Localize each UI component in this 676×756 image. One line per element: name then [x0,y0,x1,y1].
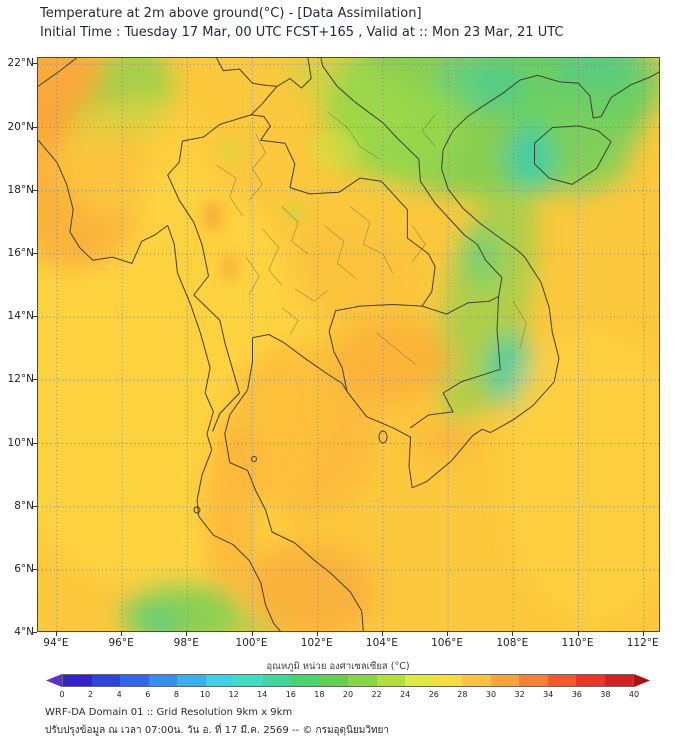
y-axis-label: 10°N [7,436,34,449]
colorbar-segment [148,675,177,686]
x-axis-tick [251,631,253,636]
colorbar-segment [604,675,633,686]
colorbar-segment [519,675,548,686]
y-axis-tick [32,379,37,381]
colorbar-tick-label: 18 [314,690,325,699]
colorbar-segment [348,675,377,686]
x-axis-label: 106°E [431,637,464,649]
y-axis-label: 6°N [14,562,34,575]
y-axis-tick [32,316,37,318]
x-axis-tick [381,631,383,636]
x-axis-tick [186,631,188,636]
colorbar-tick-label: 16 [285,690,296,699]
map-plot-area [37,57,660,632]
colorbar-tick-label: 6 [145,690,151,699]
colorbar-segment [177,675,206,686]
colorbar-tick-label: 8 [173,690,179,699]
coastlines-borders [38,58,659,631]
colorbar-left-arrow [46,674,62,687]
colorbar-segment [120,675,149,686]
colorbar-tick-label: 14 [257,690,268,699]
x-axis-tick [121,631,123,636]
colorbar-segment [262,675,291,686]
y-axis-tick [32,568,37,570]
footer-update-info: ปรับปรุงข้อมูล ณ เวลา 07:00น. วัน อ. ที่… [45,725,390,736]
x-axis-label: 96°E [108,637,134,649]
x-axis-label: 110°E [561,637,594,649]
y-axis-label: 14°N [7,310,34,323]
colorbar-tick-label: 28 [457,690,468,699]
x-axis-tick [316,631,318,636]
colorbar-segment [405,675,434,686]
colorbar-segment [319,675,348,686]
colorbar-segment [433,675,462,686]
colorbar-title: อุณหภูมิ หน่วย องศาเซลเซียส (°C) [266,661,410,672]
x-axis-label: 104°E [365,637,398,649]
colorbar-tick-label: 38 [600,690,611,699]
temperature-field-map [38,58,659,631]
x-axis-label: 94°E [43,637,69,649]
colorbar-segment [376,675,405,686]
page-subtitle: Initial Time : Tuesday 17 Mar, 00 UTC FC… [40,25,564,40]
colorbar-segment [234,675,263,686]
y-axis-tick [32,442,37,444]
x-axis-label: 102°E [300,637,333,649]
colorbar-tick-label: 40 [628,690,640,699]
colorbar-segment [291,675,320,686]
y-axis-label: 12°N [7,373,34,386]
y-axis-label: 22°N [7,57,34,70]
colorbar-tick-label: 12 [228,690,239,699]
colorbar-segment [576,675,605,686]
y-axis-label: 20°N [7,120,34,133]
colorbar-tick-label: 20 [342,690,354,699]
colorbar-segment [91,675,120,686]
colorbar-segment [490,675,519,686]
x-axis-tick [577,631,579,636]
colorbar-tick-label: 22 [371,690,382,699]
colorbar-tick-label: 24 [400,690,411,699]
y-axis-tick [32,632,37,634]
colorbar-tick-label: 26 [428,690,439,699]
temperature-detail-spots [202,131,361,280]
colorbar-tick-label: 0 [59,690,65,699]
y-axis-label: 8°N [14,499,34,512]
x-axis-label: 108°E [496,637,529,649]
x-axis-tick [642,631,644,636]
y-axis-tick [32,189,37,191]
colorbar-segment [547,675,576,686]
x-axis-tick [447,631,449,636]
colorbar [62,674,634,687]
admin-boundaries [216,111,527,365]
x-axis-label: 112°E [626,637,659,649]
colorbar-segment [462,675,491,686]
colorbar-tick-label: 4 [116,690,122,699]
colorbar-tick-label: 36 [571,690,582,699]
colorbar-right-arrow [634,674,650,687]
y-axis-tick [32,252,37,254]
colorbar-tick-label: 10 [199,690,211,699]
y-axis-tick [32,126,37,128]
colorbar-segment [63,675,92,686]
page-title: Temperature at 2m above ground(°C) - [Da… [40,6,422,21]
y-axis-label: 16°N [7,246,34,259]
colorbar-tick-label: 2 [88,690,94,699]
y-axis-tick [32,63,37,65]
colorbar-tick-label: 30 [485,690,497,699]
x-axis-tick [512,631,514,636]
y-axis-label: 4°N [14,626,34,639]
footer-domain-info: WRF-DA Domain 01 :: Grid Resolution 9km … [45,707,293,718]
x-axis-tick [55,631,57,636]
colorbar-tick-label: 34 [543,690,554,699]
y-axis-tick [32,505,37,507]
x-axis-label: 100°E [235,637,268,649]
x-axis-label: 98°E [173,637,199,649]
colorbar-segment [205,675,234,686]
colorbar-tick-label: 32 [514,690,525,699]
y-axis-label: 18°N [7,183,34,196]
